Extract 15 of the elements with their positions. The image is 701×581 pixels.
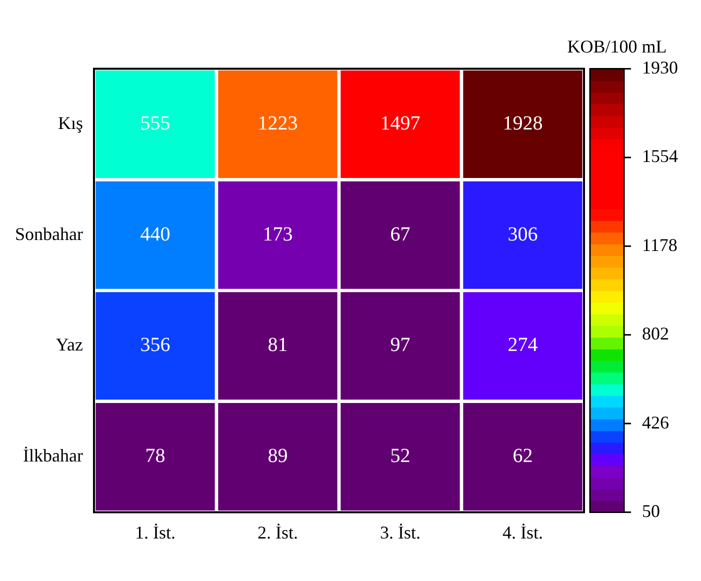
x-tick-label: 4. İst. — [502, 522, 543, 543]
color-bar-label: 1554 — [642, 146, 678, 166]
y-tick-label: Kış — [58, 112, 83, 133]
x-tick-label: 1. İst. — [134, 522, 176, 543]
color-bar-label: 426 — [642, 412, 669, 432]
y-tick-label: İlkbahar — [23, 446, 83, 466]
color-bar-label: 50 — [642, 500, 660, 521]
color-bar-label: 1930 — [642, 58, 678, 78]
color-bar-title: KOB/100 mL — [567, 36, 667, 57]
x-tick-label: 3. İst. — [380, 522, 420, 543]
y-tick-label: Yaz — [56, 334, 83, 355]
y-tick-label: Sonbahar — [15, 224, 83, 244]
x-tick-label: 2. İst. — [257, 522, 298, 543]
color-bar-label: 802 — [642, 324, 669, 344]
color-bar-label: 1178 — [642, 234, 678, 255]
